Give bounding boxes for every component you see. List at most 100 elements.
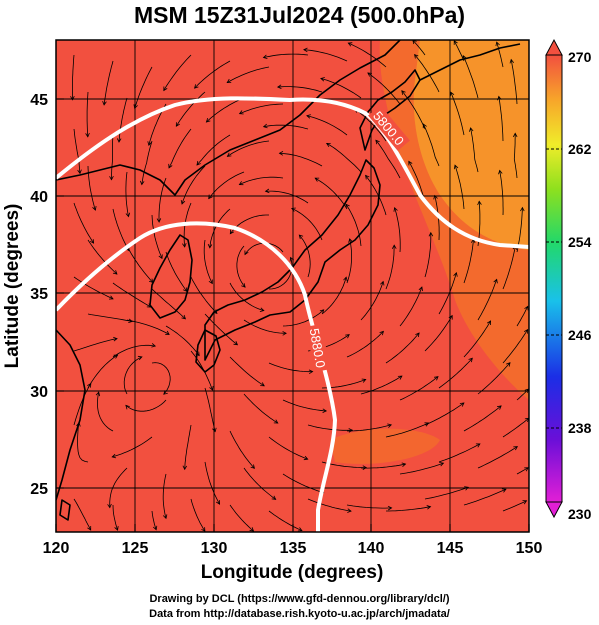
streamline-arrowhead [498,169,503,175]
streamline-arrowhead [264,188,270,194]
streamline-arrowhead [345,203,350,209]
streamline-arrowhead [319,309,325,314]
streamline-arrowhead [151,343,157,348]
streamline-arrowhead [391,244,397,249]
streamline [499,170,504,216]
colorbar-tick-262: 262 [568,141,592,157]
colorbar-tick-230: 230 [568,506,592,522]
streamline-arrowhead [182,242,187,248]
y-tick-30: 30 [30,384,48,401]
streamline-arrowhead [486,320,492,326]
streamline [227,140,270,157]
china-coast [56,329,86,501]
streamline-arrowhead [477,200,482,206]
streamline [141,140,153,185]
streamline-arrowhead [238,110,244,115]
streamline [208,171,245,199]
streamline-arrowhead [125,404,130,410]
streamline [190,498,206,532]
streamline [354,108,387,142]
streamline-arrowhead [428,231,434,237]
streamline [268,362,313,373]
streamline-arrowhead [250,464,255,469]
streamline [438,357,473,389]
colorbar-tick-254: 254 [568,234,592,250]
streamline-arrowhead [208,279,213,285]
streamline-arrowhead [163,390,168,395]
streamline [502,245,516,290]
streamline-arrowhead [89,239,95,244]
streamline [423,123,440,167]
streamline-arrowhead [397,375,403,380]
streamline-arrowhead [226,78,232,84]
x-tick-125: 125 [122,540,149,557]
streamline-arrowhead [139,180,145,186]
colorbar-min-arrow [545,501,563,519]
streamline-arrowhead [112,270,118,275]
streamline-arrowhead [114,526,119,531]
streamline [306,115,348,136]
streamline [346,504,392,509]
streamline [394,207,401,253]
streamline [73,202,94,244]
streamline [347,424,392,432]
streamline [399,462,444,475]
streamline-arrowhead [475,443,481,448]
streamline-arrowhead [361,378,367,383]
streamline-arrowhead [298,234,304,240]
streamline [502,500,527,512]
streamline-arrowhead [92,206,97,211]
streamline-arrowhead [524,328,529,334]
streamline-arrowhead [393,207,398,212]
streamline [204,387,216,432]
japan-kyushu-coast [195,329,221,373]
streamline-arrowhead [415,332,420,338]
streamline-arrowhead [524,467,529,472]
streamline-arrowhead [513,446,519,451]
streamline-arrowhead [113,336,118,342]
x-tick-140: 140 [358,540,385,557]
streamline-arrowhead [116,138,122,143]
streamline [510,59,518,105]
streamline-arrowhead [158,254,163,260]
streamline [282,309,324,327]
streamline-arrowhead [249,527,255,532]
streamline [125,171,129,217]
streamline [168,128,192,169]
streamline [498,96,504,142]
streamline-arrowhead [152,525,158,531]
streamline-arrowhead [450,91,455,97]
streamline-arrowhead [291,207,296,212]
streamline-arrowhead [347,508,352,513]
x-tick-135: 135 [280,540,307,557]
streamline [243,467,276,500]
streamline [97,392,114,432]
streamline [151,510,157,530]
y-axis: 25 30 35 40 45 Latitude (degrees) [2,92,64,498]
streamline-arrowhead [125,212,131,218]
footer-credit-data: Data from http://database.rish.kyoto-u.a… [149,608,450,620]
x-tick-130: 130 [201,540,228,557]
streamline-arrowhead [87,382,92,388]
streamline-arrowhead [111,453,117,459]
streamline [73,498,92,531]
streamline [496,42,504,68]
streamline [243,393,279,424]
contour-5800 [56,96,529,249]
streamline-arrowhead [163,86,168,92]
streamline-arrowhead [273,419,279,424]
streamline [345,204,362,247]
streamline [424,315,453,352]
streamline [516,306,529,327]
streamline [229,504,254,532]
streamline [103,60,114,105]
streamline-arrowhead [87,526,92,531]
streamline [151,362,171,395]
streamline [477,279,498,321]
streamline [229,430,255,469]
streamline [516,467,529,475]
streamline [385,422,429,438]
streamline-arrowhead [520,206,525,212]
streamline-arrowhead [212,427,217,433]
streamline [265,190,309,204]
